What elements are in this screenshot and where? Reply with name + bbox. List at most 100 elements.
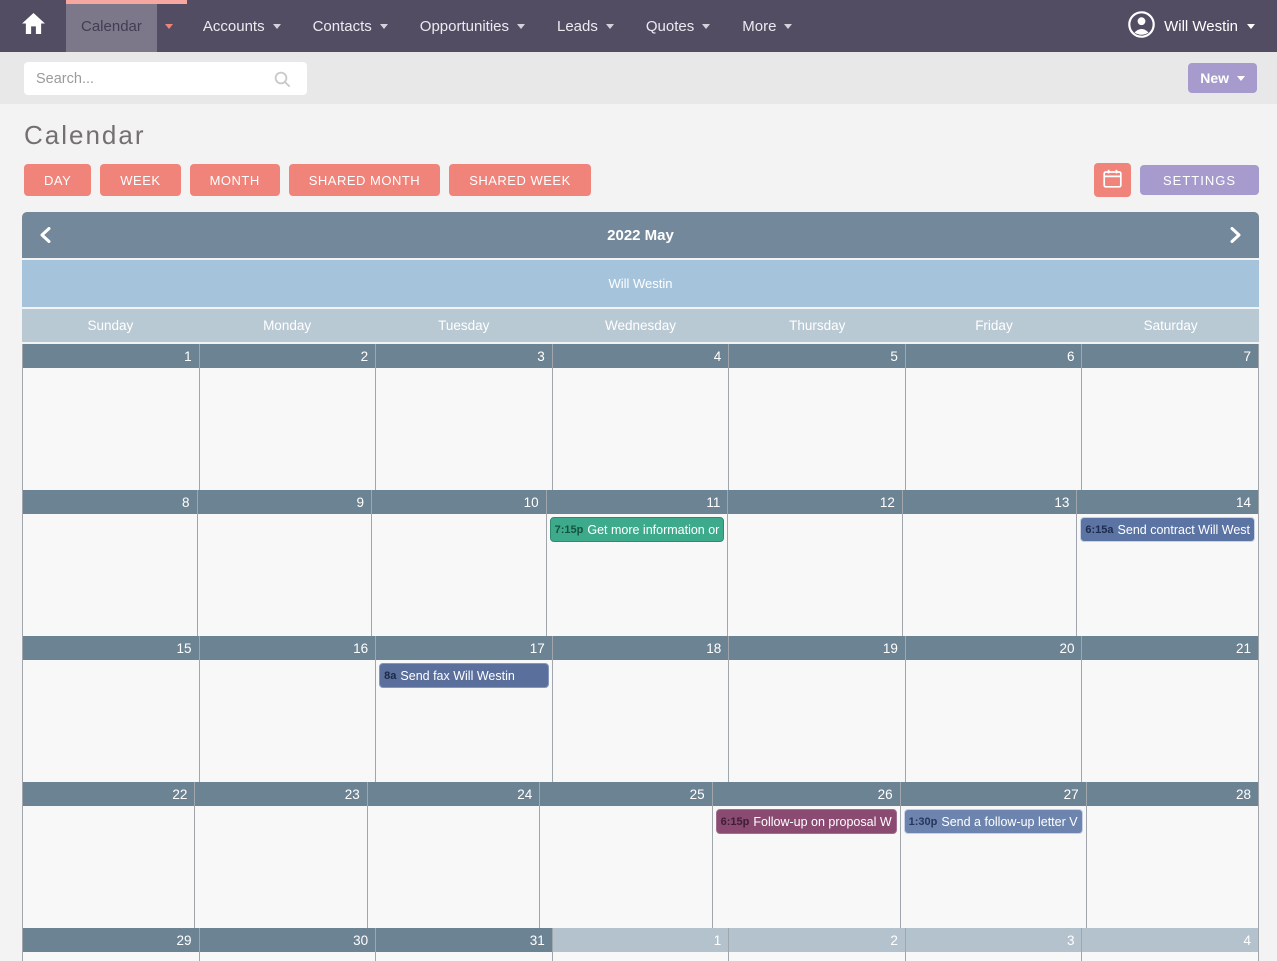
day-cell[interactable]: 3 bbox=[905, 928, 1083, 961]
datepicker-button[interactable] bbox=[1093, 163, 1131, 197]
day-cell[interactable]: 1 bbox=[23, 344, 200, 490]
day-body bbox=[552, 368, 729, 490]
calendar-event[interactable]: 6:15p Follow-up on proposal W bbox=[715, 809, 897, 834]
day-body bbox=[197, 514, 372, 636]
day-cell[interactable]: 31 bbox=[376, 928, 553, 961]
shared-month-view-button[interactable]: SHARED MONTH bbox=[288, 164, 441, 196]
day-cell[interactable]: 14 6:15a Send contract Will West bbox=[1077, 490, 1259, 636]
day-cell[interactable]: 29 bbox=[23, 928, 200, 961]
day-body bbox=[195, 806, 367, 928]
nav-tab-more[interactable]: More bbox=[726, 0, 808, 52]
day-body bbox=[367, 806, 540, 928]
date-number: 21 bbox=[1082, 636, 1259, 660]
home-tab[interactable] bbox=[0, 0, 66, 52]
day-cell[interactable]: 22 bbox=[23, 782, 196, 928]
day-cell[interactable]: 7 bbox=[1082, 344, 1260, 490]
day-body bbox=[729, 660, 905, 782]
calendar-grid: 1 2 3 4 5 6 7 8 9 10 11 7:15p Get more information o… bbox=[22, 344, 1260, 961]
date-number: 8 bbox=[23, 490, 197, 514]
day-body bbox=[540, 806, 712, 928]
dow-wednesday: Wednesday bbox=[604, 318, 677, 333]
new-button[interactable]: New bbox=[1188, 63, 1257, 93]
day-cell[interactable]: 23 bbox=[195, 782, 368, 928]
calendar-event[interactable]: 6:15a Send contract Will West bbox=[1080, 517, 1255, 542]
date-number: 1 bbox=[23, 344, 199, 368]
date-number: 28 bbox=[1086, 782, 1258, 806]
day-body bbox=[372, 514, 546, 636]
day-cell[interactable]: 2 bbox=[729, 928, 906, 961]
nav-tab-contacts-label: Contacts bbox=[312, 17, 372, 35]
chevron-down-icon bbox=[784, 23, 793, 29]
day-body bbox=[552, 660, 729, 782]
nav-tab-quotes-label: Quotes bbox=[645, 17, 695, 35]
day-cell[interactable]: 11 7:15p Get more information or bbox=[546, 490, 729, 636]
day-cell[interactable]: 21 bbox=[1082, 636, 1260, 782]
nav-tab-contacts[interactable]: Contacts bbox=[297, 0, 404, 52]
calendar-toolbar: DAY WEEK MONTH SHARED MONTH SHARED WEEK … bbox=[24, 163, 1259, 197]
day-cell[interactable]: 27 1:30p Send a follow-up letter V bbox=[900, 782, 1087, 928]
day-body bbox=[552, 952, 729, 961]
day-cell[interactable]: 28 bbox=[1086, 782, 1259, 928]
user-menu[interactable]: Will Westin bbox=[1128, 0, 1277, 52]
day-body bbox=[905, 660, 1082, 782]
day-body bbox=[1082, 952, 1259, 961]
calendar-event[interactable]: 1:30p Send a follow-up letter V bbox=[903, 809, 1083, 834]
week-view-button[interactable]: WEEK bbox=[100, 164, 181, 196]
calendar-event[interactable]: 7:15p Get more information or bbox=[549, 517, 725, 542]
day-cell[interactable]: 15 bbox=[23, 636, 200, 782]
day-cell[interactable]: 3 bbox=[376, 344, 553, 490]
day-cell[interactable]: 8 bbox=[23, 490, 198, 636]
nav-tab-calendar[interactable]: Calendar bbox=[66, 0, 187, 52]
day-cell[interactable]: 13 bbox=[902, 490, 1078, 636]
day-cell[interactable]: 25 bbox=[540, 782, 713, 928]
previous-month-button[interactable] bbox=[22, 212, 68, 258]
day-cell[interactable]: 18 bbox=[552, 636, 730, 782]
shared-week-view-button[interactable]: SHARED WEEK bbox=[449, 164, 591, 196]
event-title: Send fax Will Westin bbox=[400, 668, 515, 683]
day-cell[interactable]: 30 bbox=[199, 928, 377, 961]
day-body bbox=[376, 952, 552, 961]
day-cell[interactable]: 1 bbox=[552, 928, 730, 961]
settings-button[interactable]: SETTINGS bbox=[1139, 165, 1259, 195]
nav-tab-leads-label: Leads bbox=[557, 17, 598, 35]
day-cell[interactable]: 9 bbox=[197, 490, 373, 636]
date-number: 16 bbox=[199, 636, 376, 660]
day-cell[interactable]: 4 bbox=[552, 344, 730, 490]
day-cell[interactable]: 24 bbox=[367, 782, 541, 928]
month-view-button[interactable]: MONTH bbox=[189, 164, 280, 196]
event-time: 6:15p bbox=[720, 815, 750, 828]
calendar-event[interactable]: 8a Send fax Will Westin bbox=[379, 663, 549, 688]
nav-tab-opportunities[interactable]: Opportunities bbox=[404, 0, 541, 52]
day-cell[interactable]: 4 bbox=[1082, 928, 1260, 961]
day-cell[interactable]: 26 6:15p Follow-up on proposal W bbox=[712, 782, 901, 928]
search-band: New bbox=[0, 52, 1277, 104]
chevron-down-icon bbox=[164, 23, 173, 29]
search-input[interactable] bbox=[24, 62, 307, 95]
day-cell[interactable]: 17 8a Send fax Will Westin bbox=[376, 636, 553, 782]
day-cell[interactable]: 10 bbox=[372, 490, 547, 636]
search-icon[interactable] bbox=[274, 71, 291, 93]
date-number: 6 bbox=[905, 344, 1082, 368]
day-cell[interactable]: 19 bbox=[729, 636, 906, 782]
day-cell[interactable]: 2 bbox=[199, 344, 377, 490]
day-cell[interactable]: 20 bbox=[905, 636, 1083, 782]
date-number: 4 bbox=[1082, 928, 1259, 952]
day-cell[interactable]: 6 bbox=[905, 344, 1083, 490]
date-number: 13 bbox=[902, 490, 1077, 514]
day-view-button[interactable]: DAY bbox=[24, 164, 92, 196]
event-title: Send contract Will West bbox=[1117, 522, 1250, 537]
day-cell[interactable]: 5 bbox=[729, 344, 906, 490]
chevron-down-icon bbox=[272, 23, 281, 29]
dow-monday: Monday bbox=[263, 318, 312, 333]
next-month-button[interactable] bbox=[1213, 212, 1259, 258]
day-cell[interactable]: 16 bbox=[199, 636, 377, 782]
day-cell[interactable]: 12 bbox=[728, 490, 903, 636]
nav-tab-leads[interactable]: Leads bbox=[541, 0, 630, 52]
date-number: 31 bbox=[376, 928, 552, 952]
day-body bbox=[376, 368, 552, 490]
date-number: 1 bbox=[552, 928, 729, 952]
nav-tab-quotes[interactable]: Quotes bbox=[630, 0, 726, 52]
day-body bbox=[23, 514, 197, 636]
nav-tab-accounts[interactable]: Accounts bbox=[187, 0, 297, 52]
chevron-down-icon bbox=[1237, 75, 1245, 81]
